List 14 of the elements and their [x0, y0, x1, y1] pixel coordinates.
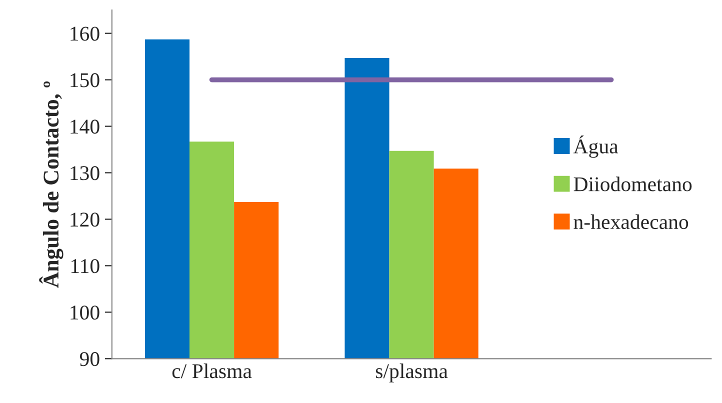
- y-tick-label: 130: [70, 166, 100, 180]
- y-tick-label: 120: [70, 212, 100, 227]
- y-tick-label: 160: [70, 26, 100, 41]
- y-axis-title: Ângulo de Contacto, º: [39, 81, 64, 288]
- legend-label: Diiodometano: [574, 176, 692, 192]
- x-tick-label: s/plasma: [376, 364, 448, 382]
- y-tick-label: 110: [71, 259, 100, 274]
- y-tick-label: 140: [70, 120, 100, 134]
- legend-label: Água: [573, 135, 618, 158]
- y-tick-label: 90: [80, 352, 100, 366]
- legend-label: n-hexadecano: [574, 214, 688, 230]
- x-tick-label: c/ Plasma: [172, 364, 252, 378]
- y-tick-label: 100: [70, 306, 100, 320]
- y-tick-label: 150: [70, 73, 100, 88]
